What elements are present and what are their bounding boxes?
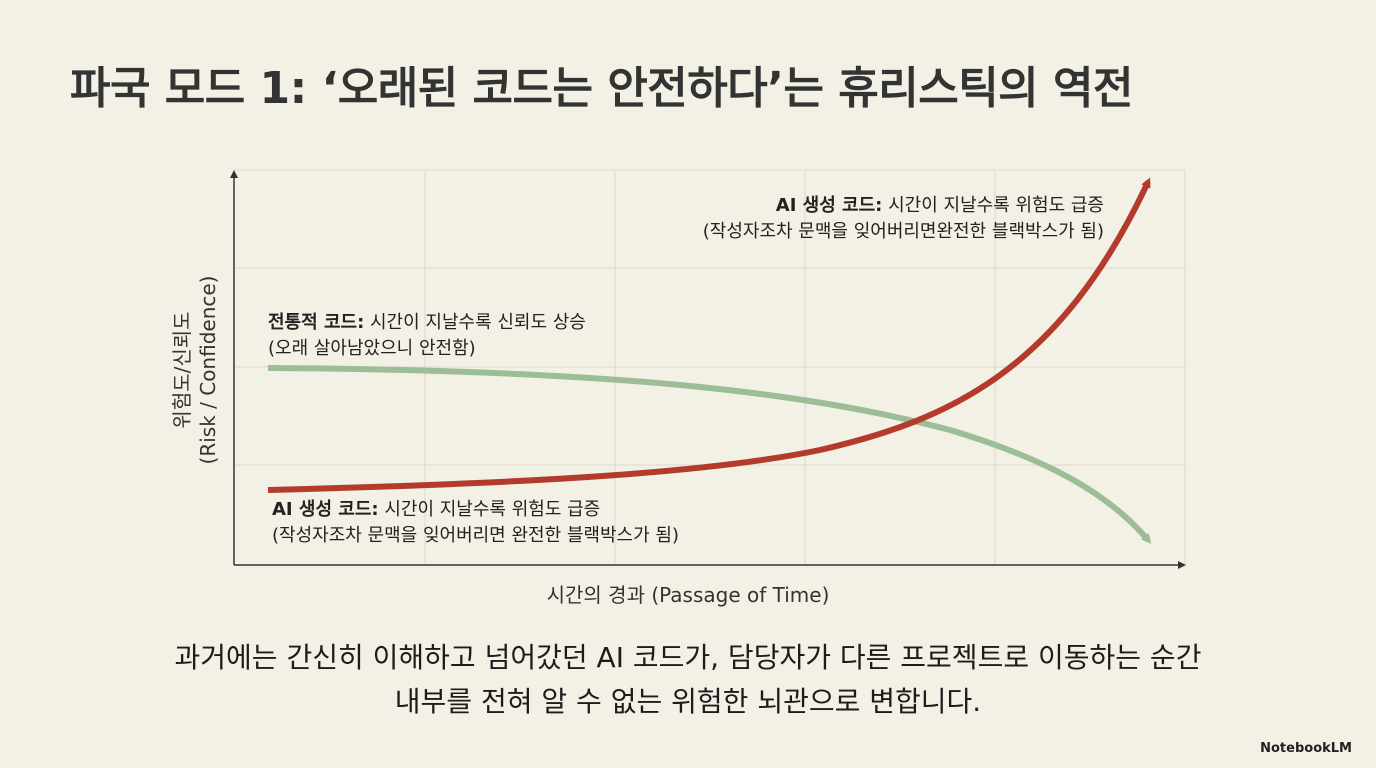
annotation-note: (작성자조차 문맥을 잊어버리면 완전한 블랙박스가 됨) <box>272 525 679 546</box>
title: 파국 모드 1: ‘오래된 코드는 안전하다’는 휴리스틱의 역전 <box>70 63 1133 114</box>
annotation-note: (오래 살아남았으니 안전함) <box>268 338 476 359</box>
caption: 과거에는 간신히 이해하고 넘어갔던 AI 코드가, 담당자가 다른 프로젝트로… <box>0 636 1376 724</box>
ai-curve <box>267 177 1151 493</box>
annotation-note: (작성자조차 문맥을 잊어버리면완전한 블랙박스가 됨) <box>702 221 1104 242</box>
annotation-text: 시간이 지날수록 위험도 급증 <box>882 195 1104 216</box>
annotation: AI 생성 코드: 시간이 지날수록 위험도 급증 (작성자조차 문맥을 잊어버… <box>272 497 679 549</box>
logo: NotebookLM <box>1260 741 1352 756</box>
traditional-curve <box>267 365 1152 544</box>
annotation: AI 생성 코드: 시간이 지날수록 위험도 급증 (작성자조차 문맥을 잊어버… <box>703 193 1104 245</box>
x-axis-label: 시간의 경과 (Passage of Time) <box>546 583 830 607</box>
caption-line: 과거에는 간신히 이해하고 넘어갔던 AI 코드가, 담당자가 다른 프로젝트로… <box>174 641 1202 674</box>
caption-line: 내부를 전혀 알 수 없는 위험한 뇌관으로 변합니다. <box>394 685 982 718</box>
y-axis-label-line: 위험도/신뢰도 <box>170 311 194 429</box>
annotation-lead: AI 생성 코드: <box>272 499 379 520</box>
y-axis-label: 위험도/신뢰도 (Risk / Confidence) <box>169 276 221 465</box>
annotation-lead: 전통적 코드: <box>268 312 365 333</box>
annotation-text: 시간이 지날수록 신뢰도 상승 <box>364 312 586 333</box>
annotation: 전통적 코드: 시간이 지날수록 신뢰도 상승 (오래 살아남았으니 안전함) <box>268 310 586 362</box>
annotation-lead: AI 생성 코드: <box>775 195 883 216</box>
y-axis-label-line: (Risk / Confidence) <box>196 275 220 465</box>
annotation-text: 시간이 지날수록 위험도 급증 <box>378 499 601 520</box>
